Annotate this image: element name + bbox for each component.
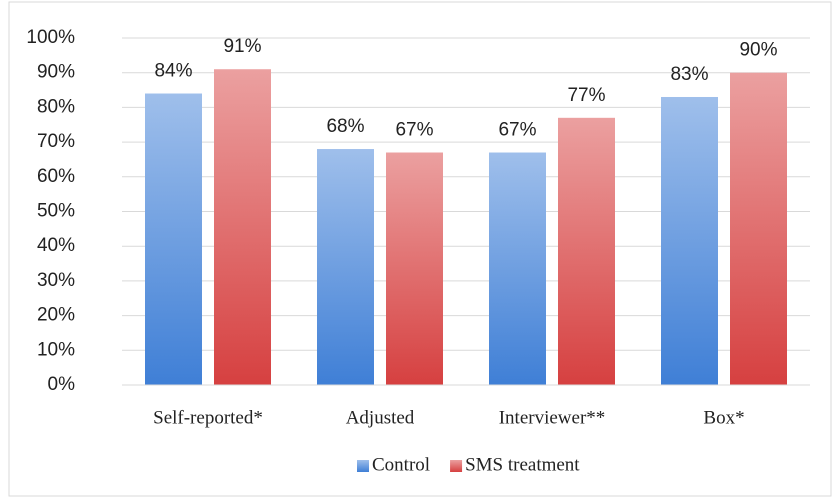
- x-tick-label: Adjusted: [346, 407, 415, 428]
- data-label: 68%: [326, 116, 364, 137]
- x-tick-label: Box*: [703, 407, 744, 428]
- y-tick-label: 0%: [48, 374, 76, 395]
- legend-swatch: [357, 460, 369, 472]
- bar: [558, 117, 615, 385]
- y-tick-label: 30%: [37, 270, 75, 291]
- bar: [386, 152, 443, 385]
- legend-label: Control: [372, 454, 430, 475]
- y-tick-label: 10%: [37, 339, 75, 360]
- bar: [661, 96, 718, 386]
- x-tick-label: Self-reported*: [153, 407, 263, 428]
- y-tick-label: 80%: [37, 96, 75, 117]
- y-tick-label: 100%: [26, 27, 75, 48]
- y-tick-label: 70%: [37, 131, 75, 152]
- bar: [730, 72, 787, 385]
- data-label: 83%: [670, 64, 708, 85]
- y-tick-label: 40%: [37, 235, 75, 256]
- bar: [145, 93, 202, 386]
- data-label: 90%: [739, 40, 777, 61]
- y-tick-label: 60%: [37, 166, 75, 187]
- data-label: 91%: [223, 36, 261, 57]
- data-label: 84%: [154, 61, 192, 82]
- bar: [214, 69, 271, 385]
- data-label: 67%: [498, 120, 536, 141]
- legend-swatch: [450, 460, 463, 472]
- legend-label: SMS treatment: [465, 454, 580, 475]
- data-label: 77%: [567, 85, 605, 106]
- y-tick-label: 50%: [37, 201, 75, 222]
- bar: [317, 149, 374, 385]
- y-tick-label: 90%: [37, 62, 75, 83]
- x-tick-label: Interviewer**: [499, 407, 606, 428]
- chart-frame: [8, 1, 832, 497]
- y-tick-label: 20%: [37, 305, 75, 326]
- bar: [489, 152, 546, 385]
- data-label: 67%: [395, 120, 433, 141]
